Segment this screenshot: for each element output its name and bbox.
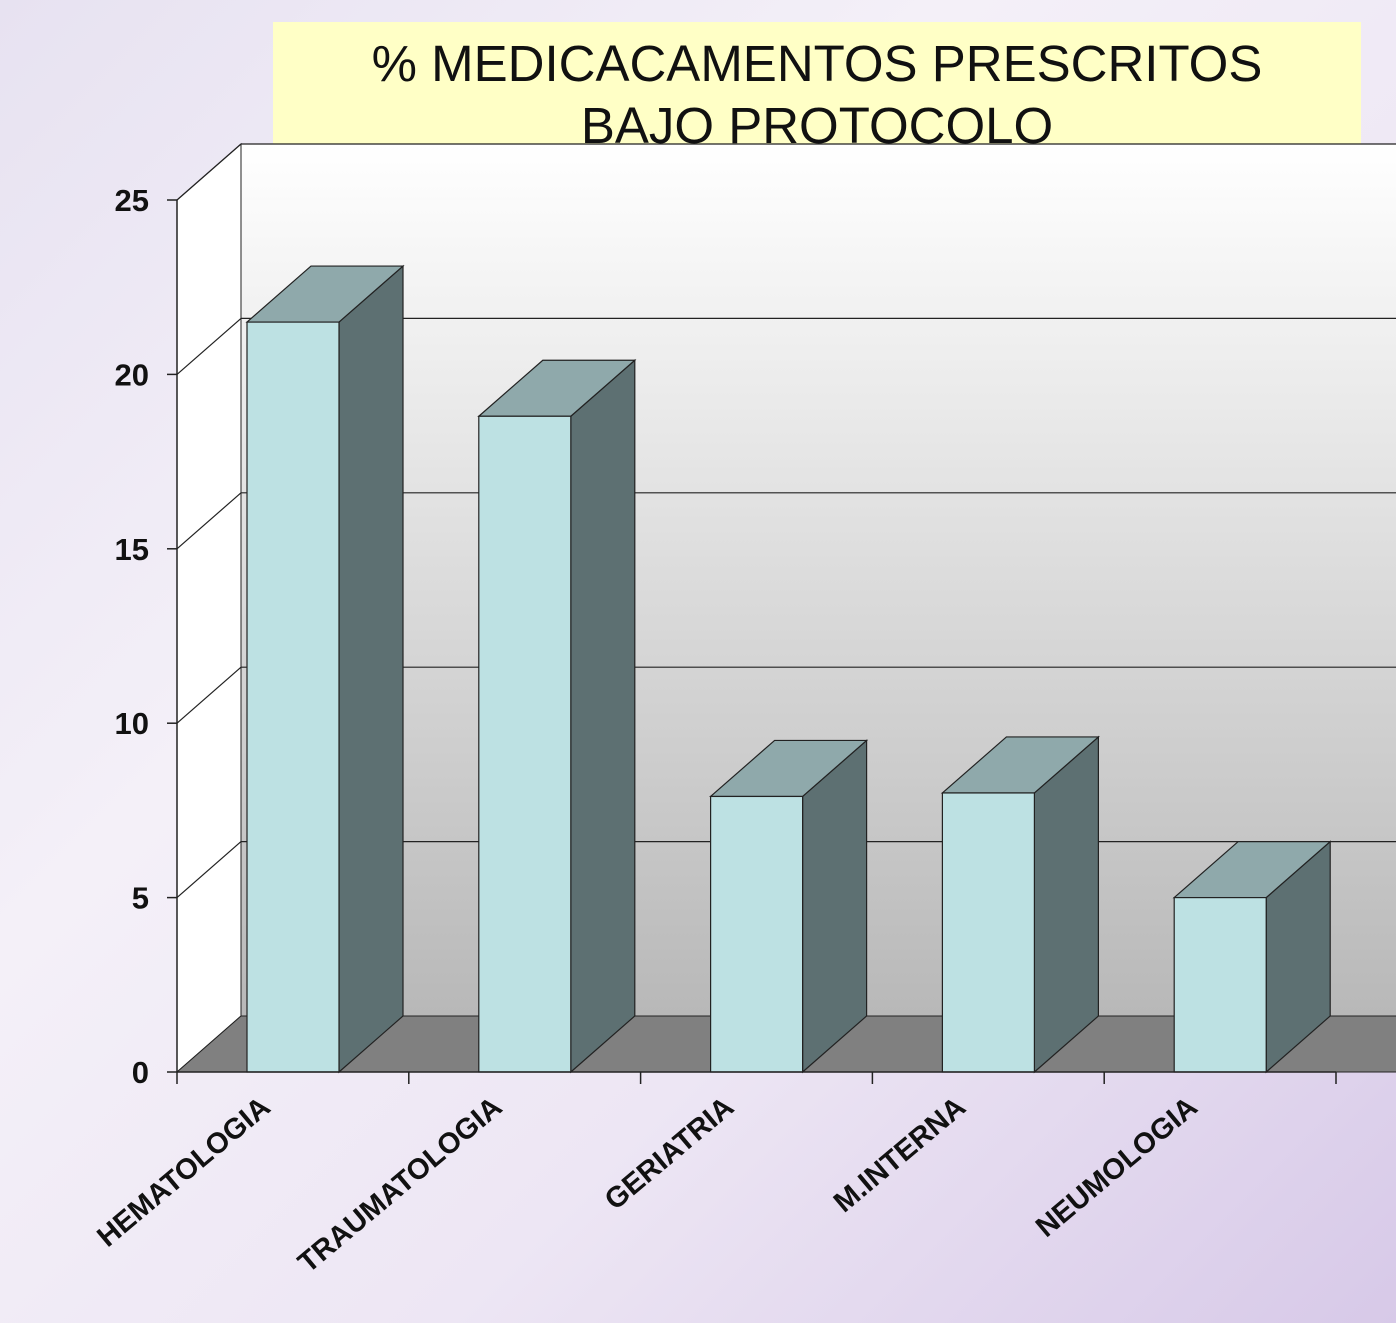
bar-side [801,739,868,1074]
y-tick-label: 20 [115,357,149,392]
gridline-side [176,841,242,899]
x-tick-label: HEMATOLOGIA [91,1091,276,1254]
y-tick-label: 15 [115,532,149,567]
x-tick-label: GERIATRIA [599,1091,740,1217]
bar-side [1033,735,1100,1074]
bar-front [709,795,804,1073]
bar [245,264,405,1074]
x-tick-label: NEUMOLOGIA [1030,1091,1204,1244]
gridline-side [176,317,242,375]
bar [709,739,869,1074]
bars [245,264,1332,1074]
y-axis-ticks: 0 5 10 15 20 25 [115,183,177,1090]
side-wall [176,142,242,1074]
y-tick-label: 0 [132,1055,149,1090]
bar-front [246,321,340,1073]
bar [940,735,1100,1074]
bar-side [338,264,404,1074]
y-tick-label: 25 [115,183,149,218]
y-tick-label: 10 [115,706,149,741]
gridlines [176,143,1396,899]
axes [176,200,1336,1073]
x-tick-label: TRAUMATOLOGIA [292,1091,508,1280]
gridline-side [176,492,242,550]
gridline-side [176,666,242,724]
bar [1172,840,1332,1074]
bar-front [478,415,572,1073]
chart-title-line-1: % MEDICACAMENTOS PRESCRITOS [371,34,1263,92]
bar-front [1173,896,1267,1073]
chart-title: % MEDICACAMENTOS PRESCRITOS BAJO PROTOCO… [273,22,1361,167]
bar-front [941,792,1036,1073]
x-tick-label: M.INTERNA [828,1091,972,1219]
gridline-side [176,143,242,201]
bar-side [570,358,636,1074]
x-axis-ticks: HEMATOLOGIA TRAUMATOLOGIA GERIATRIA M.INTER… [91,1072,1337,1280]
y-tick-label: 5 [132,881,149,916]
bar [477,358,637,1074]
